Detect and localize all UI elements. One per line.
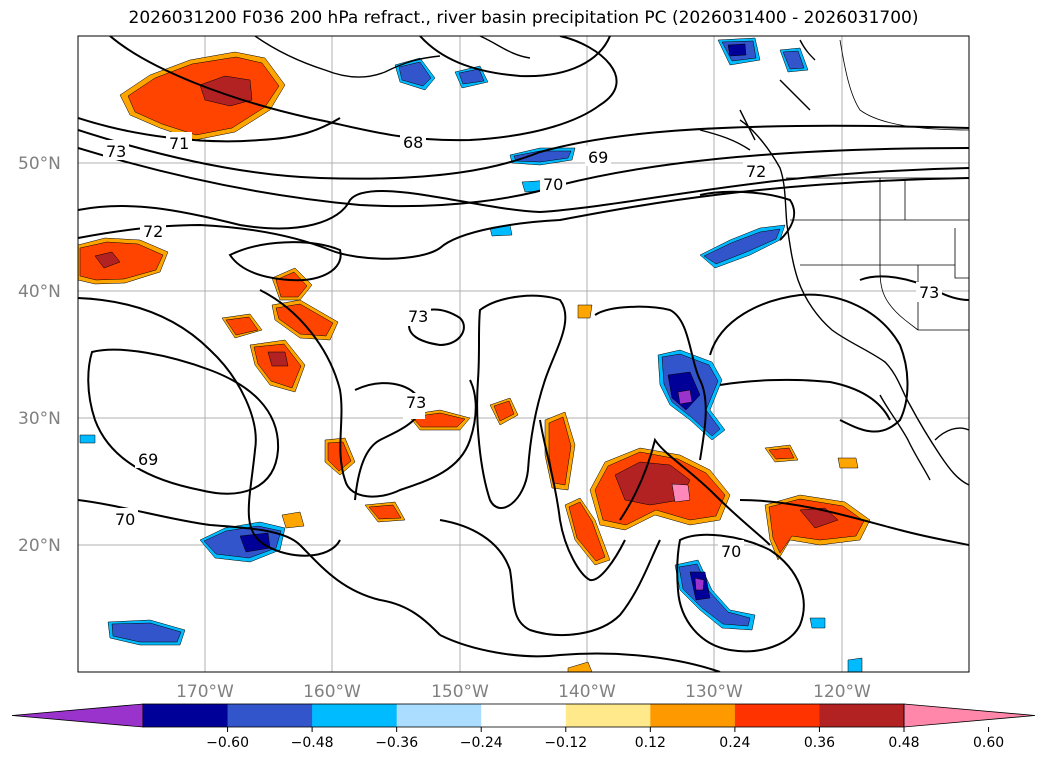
- lat-label: 40°N: [18, 282, 61, 302]
- refractivity-contours: [78, 36, 969, 672]
- contour-label: 73: [919, 283, 939, 302]
- contour-label: 72: [746, 162, 766, 181]
- coastlines: [254, 36, 969, 486]
- colorbar-segment: [143, 704, 229, 727]
- contour-label: 73: [406, 393, 426, 412]
- contour-label: 69: [588, 148, 608, 167]
- colorbar-border: [142, 703, 905, 728]
- lat-label: 50°N: [18, 154, 61, 174]
- colorbar-segment: [227, 704, 313, 727]
- west-coast: [739, 119, 969, 486]
- colorbar-tick-label: −0.48: [291, 735, 334, 751]
- lon-label: 160°W: [303, 682, 361, 702]
- colorbar-segment: [734, 704, 820, 727]
- contour-label: 73: [106, 142, 126, 161]
- contour-label: 69: [138, 450, 158, 469]
- longitude-labels: 170°W 160°W 150°W 140°W 130°W 120°W: [176, 682, 871, 702]
- colorbar-tick-label: 0.24: [719, 735, 750, 751]
- colorbar-tick-label: 0.12: [635, 735, 666, 751]
- alaska-coast: [254, 36, 441, 78]
- contour-labels: 73 71 68 69 70 72 72 73 73 73 69 70 70: [103, 132, 942, 561]
- lon-label: 130°W: [685, 682, 743, 702]
- contour-label: 71: [169, 134, 189, 153]
- state-borders: [786, 39, 969, 331]
- lat-label: 20°N: [18, 536, 61, 556]
- lat-label: 30°N: [18, 409, 61, 429]
- colorbar-segment: [819, 704, 905, 727]
- contour-label: 73: [408, 307, 428, 326]
- contour-label: 70: [543, 175, 563, 194]
- colorbar-tick-label: −0.36: [375, 735, 418, 751]
- lon-label: 140°W: [558, 682, 616, 702]
- lon-label: 170°W: [176, 682, 234, 702]
- colorbar-segment: [650, 704, 736, 727]
- map-frame: [77, 35, 970, 673]
- contour-label: 68: [403, 133, 423, 152]
- colorbar-segment: [565, 704, 651, 727]
- colorbar-segment: [312, 704, 398, 727]
- colorbar-tick-label: 0.48: [888, 735, 919, 751]
- map-title: 2026031200 F036 200 hPa refract., river …: [128, 8, 919, 28]
- colorbar-tick-label: −0.60: [206, 735, 249, 751]
- colorbar-tick-label: 0.60: [973, 735, 1004, 751]
- lon-label: 120°W: [813, 682, 871, 702]
- lon-label: 150°W: [431, 682, 489, 702]
- colorbar-tick-label: 0.36: [804, 735, 835, 751]
- colorbar-segment: [396, 704, 482, 727]
- latitude-labels: 50°N 40°N 30°N 20°N: [18, 154, 61, 556]
- contour-label: 70: [721, 542, 741, 561]
- colorbar-tick-label: −0.24: [460, 735, 503, 751]
- baja-coast: [879, 394, 931, 481]
- colorbar-ticks: −0.60 −0.48 −0.36 −0.24 −0.12 0.12 0.24 0.36 0.4…: [206, 727, 1004, 751]
- contour-label: 72: [143, 222, 163, 241]
- colorbar-segment: [481, 704, 567, 727]
- contour-label: 70: [115, 510, 135, 529]
- colorbar: [11, 703, 1036, 728]
- colorbar-extend-high: [903, 703, 1036, 728]
- colorbar-tick-label: −0.12: [544, 735, 587, 751]
- colorbar-extend-low: [11, 703, 144, 728]
